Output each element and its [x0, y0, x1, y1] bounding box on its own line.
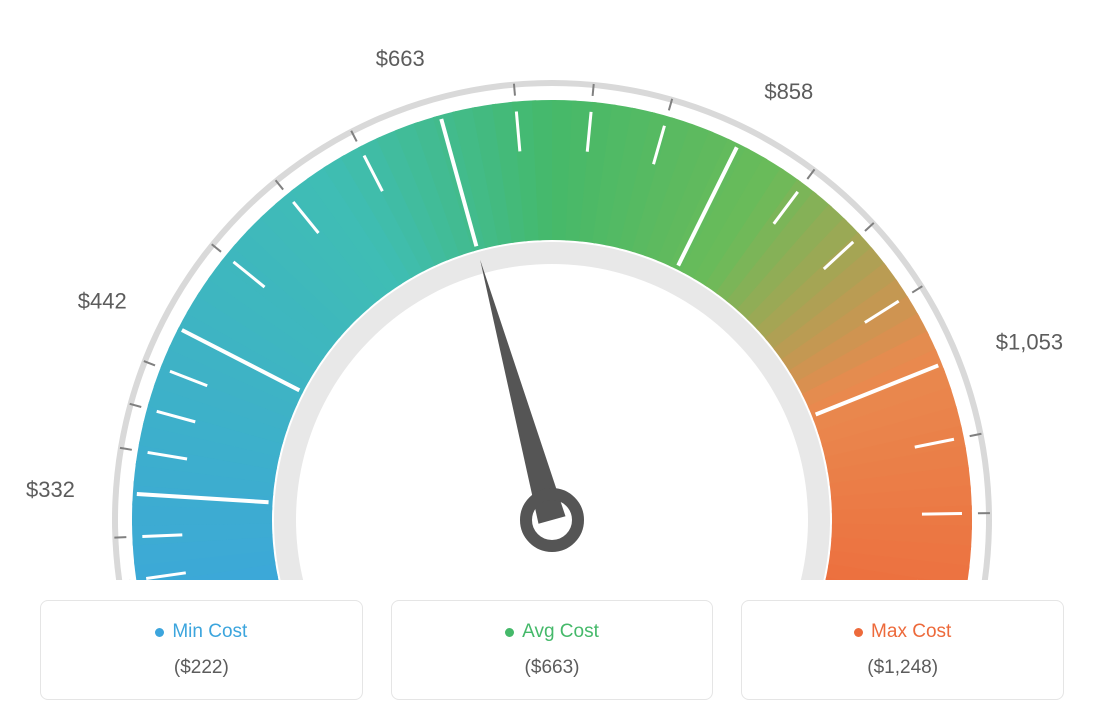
legend-value-max: ($1,248) [752, 657, 1053, 679]
legend-dot-min [155, 628, 164, 637]
cost-gauge-widget: $222$332$442$663$858$1,053$1,248 Min Cos… [20, 20, 1084, 700]
legend-value-min: ($222) [51, 657, 352, 679]
legend-dot-avg [505, 628, 514, 637]
legend-card-min: Min Cost ($222) [40, 600, 363, 700]
svg-text:$442: $442 [78, 289, 127, 314]
gauge-svg: $222$332$442$663$858$1,053$1,248 [20, 20, 1084, 580]
svg-text:$858: $858 [764, 79, 813, 104]
legend-label-min: Min Cost [172, 621, 247, 643]
legend-label-max: Max Cost [871, 621, 951, 643]
legend-dot-max [854, 628, 863, 637]
legend-label-avg: Avg Cost [522, 621, 599, 643]
svg-text:$663: $663 [376, 46, 425, 71]
legend-card-avg: Avg Cost ($663) [391, 600, 714, 700]
svg-text:$1,053: $1,053 [996, 329, 1063, 354]
legend-card-max: Max Cost ($1,248) [741, 600, 1064, 700]
gauge-chart: $222$332$442$663$858$1,053$1,248 [20, 20, 1084, 580]
svg-text:$332: $332 [26, 477, 75, 502]
legend-row: Min Cost ($222) Avg Cost ($663) Max Cost… [20, 600, 1084, 700]
legend-value-avg: ($663) [402, 657, 703, 679]
